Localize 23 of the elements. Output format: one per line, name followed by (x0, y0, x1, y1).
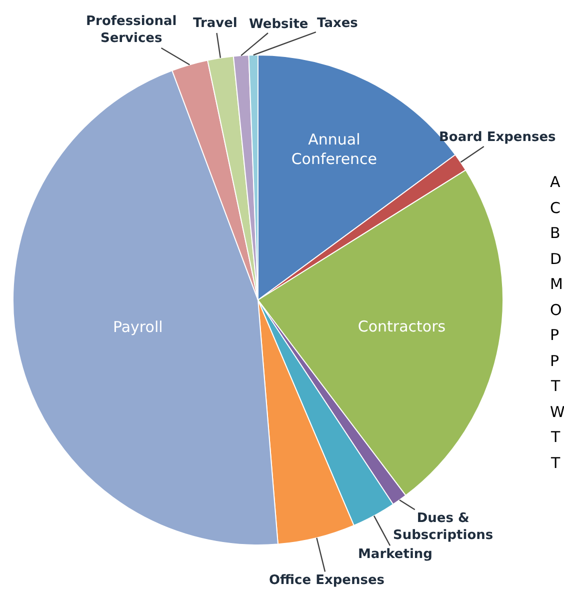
text: C (550, 199, 560, 217)
slice-label: Taxes (317, 16, 358, 31)
slice-label: Marketing (358, 547, 432, 562)
text: T (550, 454, 561, 472)
slice-label: Website (249, 17, 308, 32)
text: M (550, 275, 563, 293)
slice-label: Contractors (358, 318, 446, 336)
slice-label: Office Expenses (269, 573, 385, 588)
text: O (550, 301, 562, 319)
text: P (550, 352, 560, 370)
text: A (550, 173, 561, 191)
slice-label: Professional Services (86, 14, 177, 46)
slice-label: Travel (193, 16, 238, 31)
text: B (550, 224, 560, 242)
text: T (550, 428, 561, 446)
text: T (550, 377, 561, 395)
text: W (550, 403, 564, 421)
slice-label: Board Expenses (439, 130, 556, 145)
slice-label: Payroll (112, 318, 163, 336)
text: P (550, 326, 560, 344)
text: D (550, 250, 562, 268)
slice-label: Annual Conference (291, 130, 378, 168)
slice-label: Dues & Subscriptions (393, 511, 494, 543)
